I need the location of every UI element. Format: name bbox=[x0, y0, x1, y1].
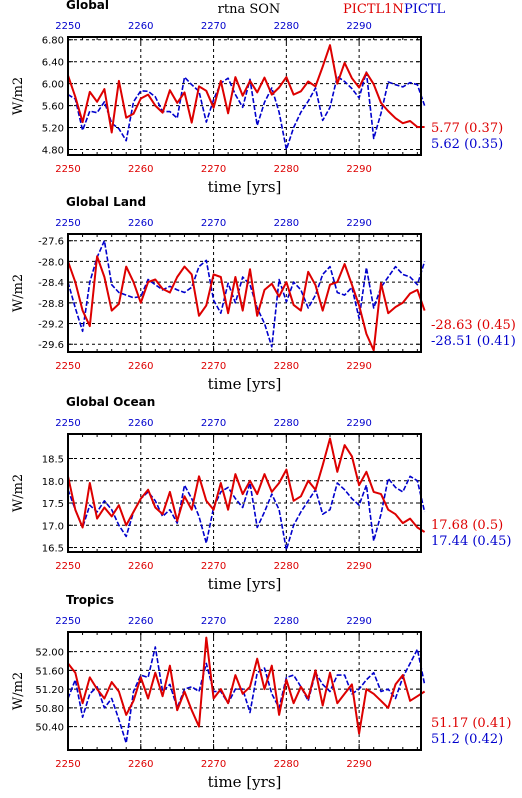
y-axis-label: W/m2 bbox=[11, 672, 26, 710]
stat-label-blue: 17.44 (0.45) bbox=[431, 534, 511, 549]
x-tick-label-bottom: 2250 bbox=[55, 759, 80, 770]
x-axis-label: time [yrs] bbox=[208, 575, 282, 593]
x-tick-label-top: 2250 bbox=[55, 418, 80, 429]
stat-label-red: 17.68 (0.5) bbox=[431, 518, 503, 533]
y-tick-label: -29.6 bbox=[38, 340, 64, 351]
x-tick-label-bottom: 2270 bbox=[201, 759, 226, 770]
x-tick-label-bottom: 2290 bbox=[346, 361, 371, 372]
x-tick-label-top: 2260 bbox=[128, 616, 153, 627]
y-tick-label: 18.5 bbox=[42, 454, 64, 465]
x-tick-label-top: 2250 bbox=[55, 616, 80, 627]
series-line-blue bbox=[67, 646, 426, 744]
y-tick-label: 6.00 bbox=[42, 80, 64, 91]
series-line-blue bbox=[67, 239, 426, 348]
stat-label-blue: 5.62 (0.35) bbox=[431, 137, 503, 152]
x-tick-label-top: 2270 bbox=[201, 418, 226, 429]
plot-frame bbox=[67, 433, 422, 553]
x-tick-label-top: 2270 bbox=[201, 616, 226, 627]
x-tick-label-bottom: 2270 bbox=[201, 361, 226, 372]
y-tick-label: 17.5 bbox=[42, 499, 64, 510]
x-tick-label-top: 2290 bbox=[346, 21, 371, 32]
y-tick-label: -29.2 bbox=[38, 320, 64, 331]
y-tick-label: -28.0 bbox=[38, 257, 64, 268]
x-tick-label-bottom: 2280 bbox=[274, 164, 299, 175]
series-line-blue bbox=[67, 71, 426, 151]
x-tick-label-bottom: 2250 bbox=[55, 561, 80, 572]
y-tick-label: 50.40 bbox=[35, 723, 64, 734]
x-tick-label-top: 2270 bbox=[201, 21, 226, 32]
x-axis-label: time [yrs] bbox=[208, 773, 282, 791]
figure-title: rtna SON bbox=[218, 2, 281, 17]
x-tick-label-top: 2290 bbox=[346, 616, 371, 627]
x-tick-label-top: 2290 bbox=[346, 218, 371, 229]
x-tick-label-top: 2290 bbox=[346, 418, 371, 429]
y-tick-label: 52.00 bbox=[35, 648, 64, 659]
y-tick-label: 4.80 bbox=[42, 146, 64, 157]
x-tick-label-bottom: 2260 bbox=[128, 759, 153, 770]
stat-label-red: 51.17 (0.41) bbox=[431, 716, 511, 731]
x-axis-label: time [yrs] bbox=[208, 375, 282, 393]
x-tick-label-top: 2280 bbox=[274, 218, 299, 229]
plot-frame bbox=[67, 631, 422, 751]
y-tick-label: 51.60 bbox=[35, 666, 64, 677]
x-tick-label-bottom: 2290 bbox=[346, 759, 371, 770]
x-tick-label-bottom: 2250 bbox=[55, 164, 80, 175]
y-axis-label: W/m2 bbox=[11, 77, 26, 115]
y-tick-label: 18.0 bbox=[42, 477, 64, 488]
panel-title: Global bbox=[66, 0, 109, 12]
panel-title: Tropics bbox=[66, 593, 114, 607]
x-tick-label-top: 2260 bbox=[128, 21, 153, 32]
x-tick-label-top: 2270 bbox=[201, 218, 226, 229]
y-tick-label: 50.80 bbox=[35, 704, 64, 715]
stat-label-blue: 51.2 (0.42) bbox=[431, 732, 503, 747]
y-tick-label: 5.60 bbox=[42, 102, 64, 113]
x-tick-label-bottom: 2260 bbox=[128, 361, 153, 372]
y-tick-label: -28.4 bbox=[38, 278, 64, 289]
series-line-red bbox=[67, 437, 426, 533]
x-tick-label-bottom: 2290 bbox=[346, 164, 371, 175]
stat-label-blue: -28.51 (0.41) bbox=[431, 334, 516, 349]
series-line-red bbox=[67, 255, 426, 352]
x-tick-label-top: 2250 bbox=[55, 218, 80, 229]
x-tick-label-bottom: 2260 bbox=[128, 164, 153, 175]
x-tick-label-top: 2250 bbox=[55, 21, 80, 32]
panel-title: Global Land bbox=[66, 195, 146, 209]
series-line-blue bbox=[67, 475, 426, 551]
x-tick-label-top: 2280 bbox=[274, 418, 299, 429]
y-tick-label: 51.20 bbox=[35, 685, 64, 696]
x-tick-label-top: 2260 bbox=[128, 418, 153, 429]
x-tick-label-bottom: 2260 bbox=[128, 561, 153, 572]
legend-label-red: PICTL1N bbox=[343, 2, 404, 17]
y-tick-label: 5.20 bbox=[42, 124, 64, 135]
x-tick-label-bottom: 2270 bbox=[201, 561, 226, 572]
plot-frame bbox=[67, 36, 422, 156]
series-line-red bbox=[67, 44, 425, 134]
x-tick-label-top: 2260 bbox=[128, 218, 153, 229]
x-tick-label-bottom: 2250 bbox=[55, 361, 80, 372]
x-tick-label-top: 2280 bbox=[274, 616, 299, 627]
y-axis-label: W/m2 bbox=[11, 274, 26, 312]
y-tick-label: 16.5 bbox=[42, 544, 64, 555]
x-tick-label-bottom: 2280 bbox=[274, 561, 299, 572]
y-tick-label: -27.6 bbox=[38, 237, 64, 248]
y-axis-label: W/m2 bbox=[11, 474, 26, 512]
panel-title: Global Ocean bbox=[66, 395, 155, 409]
x-tick-label-bottom: 2280 bbox=[274, 759, 299, 770]
y-tick-label: 6.40 bbox=[42, 58, 64, 69]
series-line-red bbox=[67, 636, 426, 735]
x-tick-label-bottom: 2290 bbox=[346, 561, 371, 572]
x-tick-label-top: 2280 bbox=[274, 21, 299, 32]
x-tick-label-bottom: 2280 bbox=[274, 361, 299, 372]
y-tick-label: 6.80 bbox=[42, 36, 64, 47]
x-axis-label: time [yrs] bbox=[208, 178, 282, 196]
plot-frame bbox=[67, 233, 422, 353]
x-tick-label-bottom: 2270 bbox=[201, 164, 226, 175]
y-tick-label: -28.8 bbox=[38, 299, 64, 310]
stat-label-red: -28.63 (0.45) bbox=[431, 318, 516, 333]
stat-label-red: 5.77 (0.37) bbox=[431, 121, 503, 136]
legend-label-blue: PICTL bbox=[404, 2, 446, 17]
y-tick-label: 17.0 bbox=[42, 521, 64, 532]
